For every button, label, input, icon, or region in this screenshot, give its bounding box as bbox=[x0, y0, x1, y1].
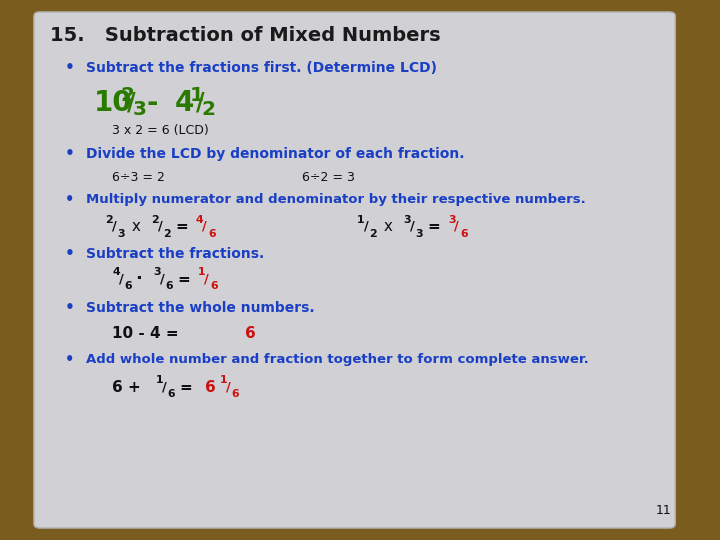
Text: 10 - 4 =: 10 - 4 = bbox=[112, 326, 184, 341]
Text: 3: 3 bbox=[132, 100, 146, 119]
Text: Subtract the fractions.: Subtract the fractions. bbox=[86, 247, 265, 261]
Text: =: = bbox=[179, 380, 192, 395]
Text: 11: 11 bbox=[655, 504, 671, 517]
Text: 6: 6 bbox=[166, 281, 174, 291]
Text: 1: 1 bbox=[156, 375, 163, 385]
Text: =: = bbox=[427, 219, 440, 234]
Text: -: - bbox=[146, 89, 158, 117]
Text: 3: 3 bbox=[117, 229, 125, 239]
Text: 3: 3 bbox=[403, 215, 411, 225]
Text: •: • bbox=[65, 352, 74, 367]
Text: /: / bbox=[454, 220, 459, 233]
Text: /: / bbox=[119, 272, 124, 285]
Text: 6: 6 bbox=[210, 281, 218, 291]
Text: =: = bbox=[175, 219, 188, 234]
Text: 4: 4 bbox=[175, 89, 194, 117]
Text: /: / bbox=[127, 90, 135, 114]
Text: Add whole number and fraction together to form complete answer.: Add whole number and fraction together t… bbox=[86, 353, 589, 366]
Text: •: • bbox=[65, 192, 74, 207]
FancyBboxPatch shape bbox=[34, 12, 675, 528]
Text: /: / bbox=[196, 90, 204, 114]
Text: 2: 2 bbox=[202, 100, 215, 119]
Text: 6: 6 bbox=[168, 389, 176, 399]
Text: 1: 1 bbox=[198, 267, 206, 277]
Text: Subtract the whole numbers.: Subtract the whole numbers. bbox=[86, 301, 315, 315]
Text: /: / bbox=[158, 220, 163, 233]
Text: 1: 1 bbox=[357, 215, 365, 225]
Text: 6: 6 bbox=[460, 229, 468, 239]
Text: /: / bbox=[364, 220, 369, 233]
Text: 6 +: 6 + bbox=[112, 380, 140, 395]
Text: •: • bbox=[65, 146, 75, 161]
Text: 2: 2 bbox=[105, 215, 113, 225]
Text: 6: 6 bbox=[208, 229, 216, 239]
Text: /: / bbox=[202, 220, 207, 233]
Text: 2: 2 bbox=[163, 229, 171, 239]
Text: 10: 10 bbox=[94, 89, 132, 117]
Text: /: / bbox=[162, 380, 167, 393]
Text: 6: 6 bbox=[232, 389, 240, 399]
Text: Divide the LCD by denominator of each fraction.: Divide the LCD by denominator of each fr… bbox=[86, 147, 465, 161]
Text: 2: 2 bbox=[151, 215, 159, 225]
Text: 6: 6 bbox=[205, 380, 216, 395]
Text: 3: 3 bbox=[415, 229, 423, 239]
Text: 6÷2 = 3: 6÷2 = 3 bbox=[302, 171, 355, 184]
Text: ·: · bbox=[135, 270, 143, 288]
Text: 3: 3 bbox=[448, 215, 456, 225]
Text: 2: 2 bbox=[369, 229, 377, 239]
Text: Multiply numerator and denominator by their respective numbers.: Multiply numerator and denominator by th… bbox=[86, 193, 586, 206]
Text: x: x bbox=[127, 219, 146, 234]
Text: 1: 1 bbox=[189, 86, 203, 105]
Text: 4: 4 bbox=[196, 215, 204, 225]
Text: /: / bbox=[410, 220, 415, 233]
Text: 1: 1 bbox=[220, 375, 228, 385]
Text: x: x bbox=[379, 219, 398, 234]
Text: 6: 6 bbox=[245, 326, 256, 341]
Text: 15.   Subtraction of Mixed Numbers: 15. Subtraction of Mixed Numbers bbox=[50, 25, 441, 45]
Text: •: • bbox=[65, 60, 75, 75]
Text: 3: 3 bbox=[153, 267, 161, 277]
Text: •: • bbox=[65, 246, 75, 261]
Text: /: / bbox=[226, 380, 231, 393]
Text: Subtract the fractions first. (Determine LCD): Subtract the fractions first. (Determine… bbox=[86, 60, 438, 75]
Text: 2: 2 bbox=[120, 86, 134, 105]
Text: 3 x 2 = 6 (LCD): 3 x 2 = 6 (LCD) bbox=[112, 124, 208, 137]
Text: /: / bbox=[204, 272, 210, 285]
Text: /: / bbox=[112, 220, 117, 233]
Text: =: = bbox=[177, 272, 190, 287]
Text: 6: 6 bbox=[125, 281, 132, 291]
Text: 4: 4 bbox=[112, 267, 120, 277]
Text: /: / bbox=[160, 272, 165, 285]
Text: •: • bbox=[65, 300, 75, 315]
Text: 6÷3 = 2: 6÷3 = 2 bbox=[112, 171, 164, 184]
